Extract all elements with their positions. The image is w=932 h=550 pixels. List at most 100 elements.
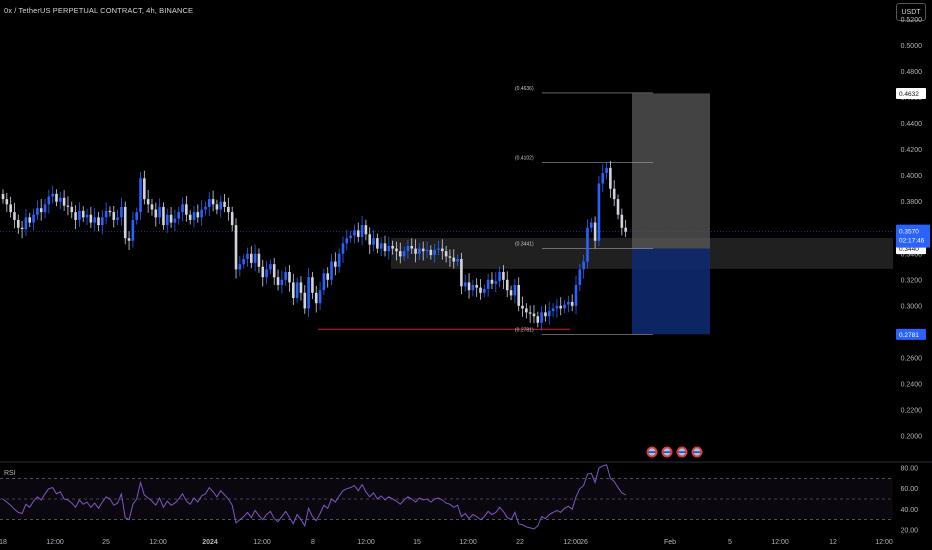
- candle-body: [448, 256, 452, 258]
- event-badges: [646, 446, 703, 458]
- candle-body: [502, 271, 505, 280]
- candle-body: [265, 269, 268, 278]
- candle-body: [414, 248, 417, 254]
- candle-body: [70, 206, 74, 213]
- time-axis-tick: 12:00: [563, 539, 581, 546]
- candle-body: [509, 290, 513, 296]
- candle-body: [246, 253, 249, 259]
- price-axis-tick: 0.4800: [901, 69, 923, 76]
- candle-body: [284, 271, 287, 280]
- candle-body: [55, 193, 58, 202]
- candle-body: [230, 212, 234, 226]
- candle-body: [456, 258, 459, 262]
- time-axis-tick: 12:00: [875, 539, 893, 546]
- rsi-label: RSI: [4, 470, 16, 477]
- candle-body: [74, 212, 77, 220]
- candle-body: [238, 264, 242, 270]
- candle-body: [528, 312, 532, 314]
- price-axis-tick: 0.5000: [901, 43, 923, 50]
- candle-body: [200, 209, 203, 218]
- time-axis-tick: 18: [0, 539, 7, 546]
- rsi-line: [2, 464, 626, 530]
- candle-body: [1, 193, 5, 200]
- candle-body: [421, 248, 425, 252]
- candle-body: [32, 214, 35, 223]
- target-price-tag-bg: [896, 87, 926, 99]
- time-axis-tick: 25: [102, 539, 110, 546]
- currency-button[interactable]: USDT: [896, 3, 926, 21]
- time-axis-tick: 5: [728, 539, 732, 546]
- price-axis-tick: 0.3400: [901, 251, 923, 258]
- candle-body: [196, 212, 200, 218]
- candle-body: [471, 285, 475, 291]
- candle-body: [341, 243, 345, 254]
- candle-body: [20, 227, 24, 230]
- candle-body: [376, 238, 379, 249]
- candle-body: [150, 204, 154, 210]
- candle-body: [78, 210, 81, 220]
- candle-body: [253, 253, 257, 263]
- candle-body: [605, 167, 608, 174]
- candle-body: [39, 208, 43, 213]
- current-price-tag: 0.3570: [899, 229, 919, 236]
- candle-body: [223, 201, 226, 207]
- candle-body: [597, 183, 601, 241]
- candle-body: [307, 277, 310, 309]
- candle-body: [582, 261, 585, 270]
- fib-level-label: (0.2781): [515, 327, 534, 333]
- candle-body: [567, 301, 570, 305]
- candle-body: [609, 167, 612, 189]
- target-price-tag: 0.4632: [899, 91, 919, 98]
- candle-body: [158, 206, 161, 218]
- candle-body: [433, 249, 436, 256]
- candle-body: [467, 282, 471, 291]
- time-axis-tick: 12:00: [459, 539, 477, 546]
- candle-body: [345, 238, 349, 244]
- candle-body: [547, 311, 551, 317]
- candle-body: [387, 245, 391, 252]
- candle-body: [410, 245, 414, 249]
- price-axis-tick: 0.4400: [901, 121, 923, 128]
- candle-body: [360, 225, 364, 237]
- rsi-axis-tick: 60.00: [900, 486, 918, 493]
- candle-body: [120, 206, 123, 218]
- candle-body: [379, 243, 383, 249]
- candle-body: [47, 196, 51, 205]
- candle-body: [123, 206, 127, 239]
- candle-body: [16, 219, 20, 228]
- candle-body: [154, 209, 158, 218]
- candle-body: [452, 257, 456, 262]
- price-axis-tick: 0.2400: [901, 381, 923, 388]
- candle-body: [544, 312, 547, 317]
- candle-body: [227, 206, 230, 213]
- candle-body: [185, 204, 188, 215]
- candle-body: [5, 199, 9, 205]
- candle-body: [624, 227, 627, 232]
- candle-body: [490, 279, 494, 284]
- chart-title: 0x / TetherUS PERPETUAL CONTRACT, 4h, BI…: [4, 6, 194, 15]
- candle-body: [441, 248, 444, 252]
- time-axis-tick: 22: [516, 539, 524, 546]
- candle-body: [322, 273, 326, 291]
- candle-body: [612, 188, 616, 200]
- candle-body: [66, 205, 70, 207]
- price-axis-tick: 0.4200: [901, 147, 923, 154]
- candle-body: [177, 212, 181, 219]
- candle-body: [131, 219, 135, 241]
- candle-body: [165, 214, 169, 226]
- candle-body: [505, 279, 509, 291]
- candle-body: [116, 217, 119, 220]
- candle-body: [162, 206, 165, 226]
- candle-body: [207, 199, 211, 207]
- candle-body: [517, 285, 520, 306]
- candle-body: [242, 258, 245, 265]
- candle-body: [398, 251, 402, 257]
- time-axis-tick: 2024: [202, 539, 218, 546]
- rsi-pane: RSI 80.00 60.00 40.00 20.00: [0, 461, 932, 535]
- candle-body: [146, 199, 150, 205]
- time-axis-tick: Feb: [664, 539, 676, 546]
- event-badge-stripe: [693, 451, 701, 453]
- time-axis-tick: 12: [829, 539, 837, 546]
- candle-body: [498, 271, 501, 282]
